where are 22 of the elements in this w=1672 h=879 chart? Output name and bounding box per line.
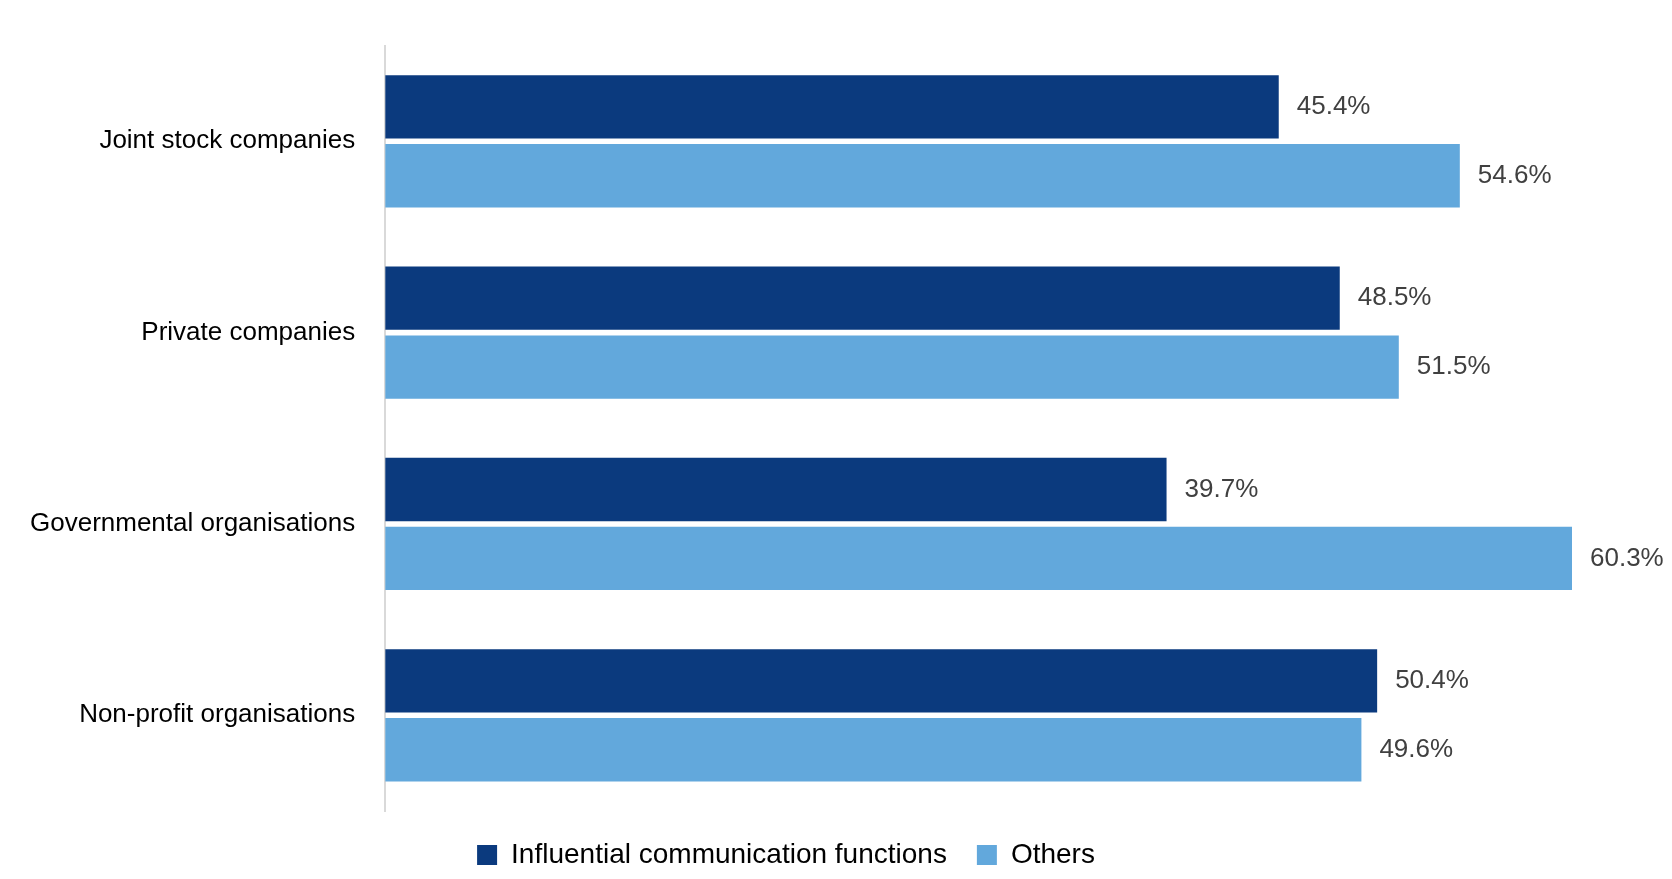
bar — [385, 457, 1167, 522]
bar — [385, 526, 1572, 591]
data-label: 50.4% — [1395, 664, 1469, 695]
data-label: 51.5% — [1416, 350, 1491, 381]
data-label: 48.5% — [1357, 281, 1432, 312]
y-tick-label: Governmental organisations — [29, 507, 356, 538]
data-label: 54.6% — [1477, 158, 1552, 189]
data-label: 49.6% — [1379, 732, 1454, 763]
data-label: 39.7% — [1184, 472, 1259, 503]
y-tick-label: Non-profit organisations — [79, 698, 356, 729]
bar — [385, 649, 1378, 713]
legend-label: Others — [1010, 837, 1095, 869]
bar — [385, 335, 1399, 399]
bar — [385, 144, 1460, 208]
bar — [385, 718, 1362, 782]
bar — [385, 266, 1340, 330]
data-label: 45.4% — [1296, 90, 1371, 120]
data-label: 60.3% — [1590, 541, 1664, 572]
y-tick-label: Joint stock companies — [99, 124, 356, 155]
bar — [385, 75, 1279, 139]
legend-label: Influential communication functions — [511, 837, 947, 869]
y-tick-label: Private companies — [141, 315, 356, 346]
